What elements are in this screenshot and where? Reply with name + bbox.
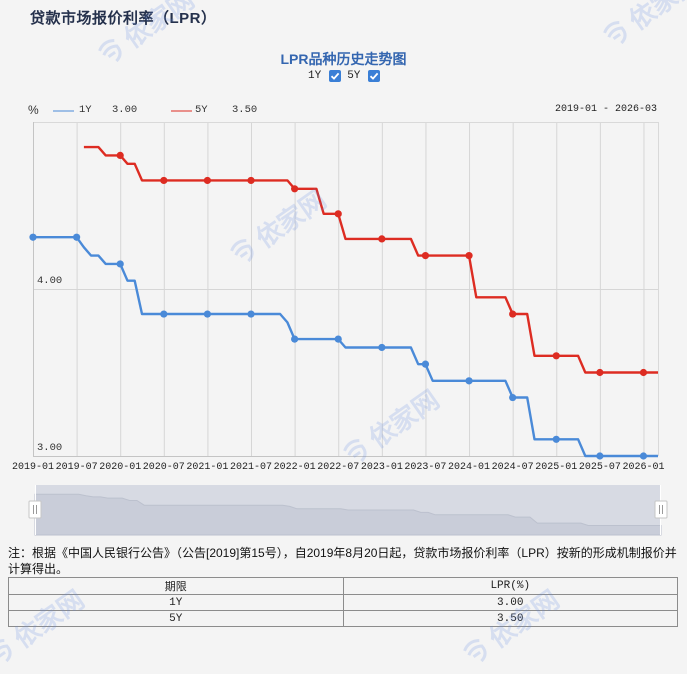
drag-handle-icon[interactable] xyxy=(28,500,42,519)
series-5y-line xyxy=(83,145,658,374)
series-5y-point[interactable] xyxy=(378,235,386,243)
series-1y-point[interactable] xyxy=(552,435,560,443)
series-1y-point[interactable] xyxy=(421,360,430,368)
series-5y-point[interactable] xyxy=(116,151,124,159)
series-1y-point[interactable] xyxy=(29,233,37,241)
legend-1y-label: 1Y xyxy=(79,104,92,116)
legend-1y-value: 3.00 xyxy=(112,104,138,116)
x-tick-label: 2021-07 xyxy=(230,462,273,473)
cell-term: 1Y xyxy=(8,594,344,611)
legend-5y-line xyxy=(171,110,192,112)
table-header-row: 期限 LPR(%) xyxy=(8,577,678,595)
footnote: 注：根据《中国人民银行公告》（公告[2019]第15号），自2019年8月20日… xyxy=(8,546,677,576)
header-lpr: LPR(%) xyxy=(342,577,678,595)
header-term: 期限 xyxy=(8,577,344,595)
check-icon xyxy=(331,72,340,80)
x-tick-label: 2020-07 xyxy=(142,462,185,473)
x-tick-label: 2025-01 xyxy=(535,462,578,473)
series-1y-point[interactable] xyxy=(160,310,168,318)
series-1y-point[interactable] xyxy=(247,310,255,318)
x-tick-label: 2019-01 xyxy=(11,462,55,473)
navigator-right-handle[interactable] xyxy=(654,500,668,519)
x-tick-label: 2022-07 xyxy=(317,462,360,473)
drag-handle-icon[interactable] xyxy=(654,500,668,519)
series-1y-point[interactable] xyxy=(509,393,517,402)
x-tick-label: 2024-07 xyxy=(491,462,534,473)
lpr-table: 期限 LPR(%) 1Y 3.00 5Y 3.50 xyxy=(8,577,678,627)
x-tick-label: 2024-01 xyxy=(448,462,491,473)
navigator-area xyxy=(34,493,662,536)
x-tick-label: 2019-07 xyxy=(55,462,98,473)
x-tick-label: 2025-07 xyxy=(578,462,621,473)
cell-lpr: 3.50 xyxy=(342,610,678,627)
series-1y-point[interactable] xyxy=(73,233,81,241)
x-tick-label: 2026-01 xyxy=(622,462,665,473)
series-5y-point[interactable] xyxy=(596,368,604,377)
watermark-logo-icon xyxy=(0,638,12,662)
series-1y-point[interactable] xyxy=(639,452,648,460)
series-5y-point[interactable] xyxy=(203,176,212,185)
date-range: 2019-01 - 2026-03 xyxy=(554,104,657,115)
check-icon xyxy=(370,72,379,80)
legend-5y-value: 3.50 xyxy=(232,104,258,116)
x-tick-label: 2023-07 xyxy=(404,462,447,473)
series-1y-point[interactable] xyxy=(116,260,124,268)
series-5y-point[interactable] xyxy=(552,352,560,360)
cell-term: 5Y xyxy=(8,610,344,627)
x-tick-label: 2023-01 xyxy=(360,462,403,473)
series-5y-point[interactable] xyxy=(639,368,648,377)
toggle-1y[interactable]: 1Y xyxy=(308,70,342,82)
series-1y-point[interactable] xyxy=(596,452,604,460)
legend-5y-label: 5Y xyxy=(195,104,208,116)
table-row: 5Y 3.50 xyxy=(8,610,678,627)
series-5y-point[interactable] xyxy=(160,176,168,185)
series-1y-point[interactable] xyxy=(203,310,212,318)
page-title: 贷款市场报价利率（LPR） xyxy=(30,10,217,27)
y-tick-label: 3.00 xyxy=(37,442,63,454)
toggle-1y-label: 1Y xyxy=(308,70,322,82)
cell-lpr: 3.00 xyxy=(342,594,678,611)
lpr-line-chart xyxy=(28,122,668,536)
series-5y-point[interactable] xyxy=(421,252,430,260)
series-5y-point[interactable] xyxy=(291,185,299,193)
legend-1y-line xyxy=(53,110,74,112)
series-5y-point[interactable] xyxy=(247,176,255,185)
toggle-5y-label: 5Y xyxy=(347,70,361,82)
watermark-logo-icon xyxy=(462,638,487,662)
series-5y-point[interactable] xyxy=(465,252,473,260)
x-tick-label: 2020-01 xyxy=(99,462,142,473)
toggle-5y[interactable]: 5Y xyxy=(347,70,381,82)
y-tick-label: 4.00 xyxy=(37,275,63,287)
x-tick-label: 2022-01 xyxy=(273,462,316,473)
chart-title: LPR品种历史走势图 xyxy=(280,51,407,67)
series-1y-point[interactable] xyxy=(465,377,473,385)
y-axis-unit: % xyxy=(28,103,39,117)
checkbox-1y[interactable] xyxy=(329,70,342,82)
series-5y-point[interactable] xyxy=(334,210,342,218)
series-5y-point[interactable] xyxy=(509,310,517,318)
series-1y-point[interactable] xyxy=(291,335,299,343)
checkbox-5y[interactable] xyxy=(368,70,381,82)
series-1y-line xyxy=(33,236,658,458)
series-toggles: 1Y 5Y xyxy=(308,70,386,82)
series-1y-point[interactable] xyxy=(334,335,342,343)
navigator-left-handle[interactable] xyxy=(28,500,42,519)
table-row: 1Y 3.00 xyxy=(8,594,678,611)
x-tick-label: 2021-01 xyxy=(186,462,229,473)
range-navigator[interactable] xyxy=(28,485,668,536)
series-1y-point[interactable] xyxy=(378,343,386,352)
